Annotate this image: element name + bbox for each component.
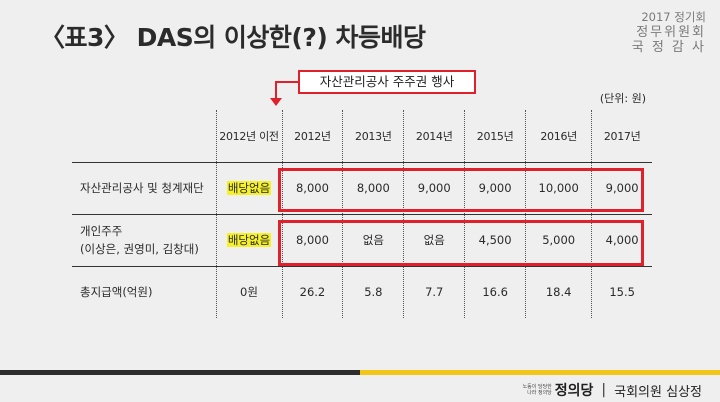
session-line2: 정무위원회 xyxy=(636,25,706,40)
table-cell: 배당없음 xyxy=(215,214,282,266)
header-cell: 2017년 xyxy=(591,110,652,162)
session-line3: 국 정 감 사 xyxy=(631,40,706,55)
table-cell: 없음 xyxy=(403,214,465,266)
table-row: 자산관리공사 및 청계재단 배당없음 8,000 8,000 9,000 9,0… xyxy=(72,162,652,214)
row-label: 개인주주 (이상은, 권영미, 김창대) xyxy=(72,214,216,266)
table-cell: 5.8 xyxy=(342,266,404,318)
table-cell: 없음 xyxy=(342,214,404,266)
callout-arrow-line xyxy=(276,81,298,83)
callout-arrow-stem xyxy=(275,81,277,99)
table-cell: 9,000 xyxy=(591,162,652,214)
table-cell: 9,000 xyxy=(403,162,465,214)
table-cell: 26.2 xyxy=(281,266,343,318)
table-cell: 7.7 xyxy=(403,266,465,318)
logo-slogan: 노동이 당당한 나라 정의당 xyxy=(523,384,552,396)
dividend-table: 2012년 이전 2012년 2013년 2014년 2015년 2016년 2… xyxy=(72,110,652,318)
table-cell: 9,000 xyxy=(464,162,526,214)
header-cell: 2012년 xyxy=(281,110,343,162)
table-cell: 15.5 xyxy=(591,266,652,318)
table-cell: 8,000 xyxy=(281,162,343,214)
session-line1: 2017 정기회 xyxy=(641,10,706,24)
table-cell: 배당없음 xyxy=(215,162,282,214)
logo-slogan-line1: 노동이 당당한 xyxy=(522,384,552,390)
header-cell xyxy=(72,110,216,162)
header-cell: 2012년 이전 xyxy=(215,110,282,162)
table-cell: 18.4 xyxy=(525,266,592,318)
row-label-main: 개인주주 xyxy=(80,224,123,238)
page-title: 〈표3〉 DAS의 이상한(?) 차등배당 xyxy=(40,23,426,52)
footer-separator: | xyxy=(601,382,607,398)
table-header-row: 2012년 이전 2012년 2013년 2014년 2015년 2016년 2… xyxy=(72,110,652,162)
header-cell: 2016년 xyxy=(525,110,592,162)
table-row: 개인주주 (이상은, 권영미, 김창대) 배당없음 8,000 없음 없음 4,… xyxy=(72,214,652,266)
logo-mark: 정의당 xyxy=(554,383,594,399)
header-cell: 2015년 xyxy=(464,110,526,162)
callout-arrow-icon xyxy=(270,98,282,106)
session-label: 2017 정기회 정무위원회 국 정 감 사 xyxy=(632,10,706,55)
header-cell: 2014년 xyxy=(403,110,465,162)
header-cell: 2013년 xyxy=(342,110,404,162)
unit-label: (단위: 원) xyxy=(599,92,646,105)
highlighted-value: 배당없음 xyxy=(226,181,272,195)
highlighted-value: 배당없음 xyxy=(226,233,272,247)
table-cell: 0원 xyxy=(215,266,282,318)
table-cell: 5,000 xyxy=(525,214,592,266)
row-label: 총지급액(억원) xyxy=(80,285,153,300)
footer: 노동이 당당한 나라 정의당 정의당 | 국회의원 심상정 xyxy=(523,380,702,400)
footer-bar-dark xyxy=(0,370,360,375)
table-cell: 4,500 xyxy=(464,214,526,266)
table-cell: 4,000 xyxy=(591,214,652,266)
row-label: 자산관리공사 및 청계재단 xyxy=(80,181,204,195)
callout-box: 자산관리공사 주주권 행사 xyxy=(298,70,476,94)
logo-slogan-line2: 나라 정의당 xyxy=(527,390,552,396)
footer-bar xyxy=(0,370,720,375)
table-row: 총지급액(억원) 0원 26.2 5.8 7.7 16.6 18.4 15.5 xyxy=(72,266,652,318)
party-logo: 노동이 당당한 나라 정의당 정의당 xyxy=(523,380,594,400)
member-name: 국회의원 심상정 xyxy=(614,384,702,400)
table-cell: 10,000 xyxy=(525,162,592,214)
table-cell: 16.6 xyxy=(464,266,526,318)
table-cell: 8,000 xyxy=(342,162,404,214)
table-cell: 8,000 xyxy=(281,214,343,266)
row-label-sub: (이상은, 권영미, 김창대) xyxy=(80,242,199,256)
